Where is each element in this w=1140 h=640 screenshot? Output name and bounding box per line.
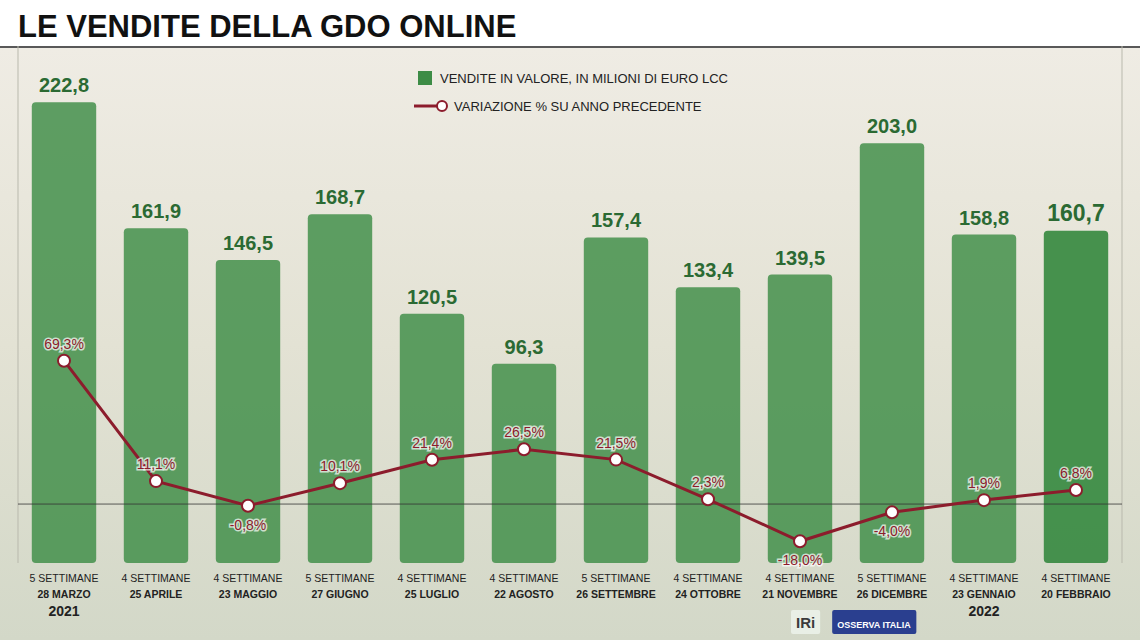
- legend-swatch: [418, 71, 432, 85]
- bar: [32, 102, 96, 563]
- period-label: 4 SETTIMANE: [766, 572, 835, 584]
- year-label: 2022: [968, 603, 999, 619]
- pct-label: -4,0%: [874, 523, 911, 539]
- period-label: 4 SETTIMANE: [950, 572, 1019, 584]
- bar: [1044, 231, 1108, 563]
- period-label: 4 SETTIMANE: [1042, 572, 1111, 584]
- x-tick-label: 27 GIUGNO: [311, 588, 368, 600]
- bar-label: 133,4: [683, 259, 734, 281]
- x-tick-label: 26 DICEMBRE: [857, 588, 928, 600]
- bar: [216, 260, 280, 563]
- bar-label: 222,8: [39, 74, 89, 96]
- pct-label: 2,3%: [692, 474, 724, 490]
- pct-label: 69,3%: [44, 336, 84, 352]
- period-label: 5 SETTIMANE: [858, 572, 927, 584]
- marker: [886, 506, 898, 518]
- marker: [518, 443, 530, 455]
- x-tick-label: 25 APRILE: [130, 588, 183, 600]
- period-label: 5 SETTIMANE: [582, 572, 651, 584]
- chart: LE VENDITE DELLA GDO ONLINE 222,8 161,9 146…: [0, 0, 1140, 640]
- bar: [676, 287, 740, 563]
- marker: [978, 494, 990, 506]
- bar: [124, 228, 188, 563]
- marker: [794, 535, 806, 547]
- plot-marks: [18, 102, 1122, 563]
- period-label: 4 SETTIMANE: [674, 572, 743, 584]
- marker: [150, 475, 162, 487]
- marker: [1070, 484, 1082, 496]
- year-label: 2021: [48, 603, 79, 619]
- marker: [702, 493, 714, 505]
- marker: [426, 454, 438, 466]
- y2-axis-line: [1122, 46, 1123, 563]
- bar: [768, 275, 832, 563]
- bar: [952, 235, 1016, 563]
- title: LE VENDITE DELLA GDO ONLINE: [18, 9, 516, 44]
- period-label: 4 SETTIMANE: [214, 572, 283, 584]
- period-label: 4 SETTIMANE: [122, 572, 191, 584]
- bar-label: 161,9: [131, 200, 181, 222]
- source-label: IRi: [796, 614, 815, 631]
- x-tick-label: 20 FEBBRAIO: [1041, 588, 1110, 600]
- legend-label: VENDITE IN VALORE, IN MILIONI DI EURO LC…: [440, 71, 728, 86]
- pct-label: 26,5%: [504, 424, 544, 440]
- source-box: [791, 610, 820, 634]
- pct-label: -0,8%: [230, 517, 267, 533]
- bar-label: 168,7: [315, 186, 365, 208]
- bar-label: 203,0: [867, 115, 917, 137]
- pct-label: 21,5%: [596, 435, 636, 451]
- marker: [334, 477, 346, 489]
- source-box: [832, 610, 916, 634]
- marker: [58, 355, 70, 367]
- x-tick-label: 23 MAGGIO: [219, 588, 277, 600]
- bar: [308, 214, 372, 563]
- bar: [400, 314, 464, 563]
- x-tick-label: 23 GENNAIO: [952, 588, 1016, 600]
- bar: [492, 364, 556, 563]
- period-label: 5 SETTIMANE: [306, 572, 375, 584]
- bar-label: 160,7: [1047, 200, 1105, 226]
- x-tick-label: 24 OTTOBRE: [675, 588, 741, 600]
- photo-bg: [0, 48, 1140, 640]
- marker: [610, 454, 622, 466]
- bar-label: 146,5: [223, 232, 273, 254]
- legend-swatch: [437, 101, 447, 111]
- change-line: [64, 361, 1076, 542]
- bar-label: 120,5: [407, 286, 457, 308]
- pct-label: 6,8%: [1060, 465, 1092, 481]
- page-bg: [0, 0, 1140, 640]
- pct-label: 1,9%: [968, 475, 1000, 491]
- bar: [584, 237, 648, 563]
- x-tick-label: 25 LUGLIO: [405, 588, 459, 600]
- period-label: 4 SETTIMANE: [490, 572, 559, 584]
- pct-label: 21,4%: [412, 435, 452, 451]
- pct-label: -18,0%: [778, 552, 822, 568]
- pct-label: 11,1%: [137, 456, 176, 472]
- bar-label: 157,4: [591, 209, 642, 231]
- source-label: OSSERVA ITALIA: [837, 620, 911, 630]
- pct-label: 10,1%: [320, 458, 360, 474]
- x-tick-label: 26 SETTEMBRE: [576, 588, 655, 600]
- period-label: 5 SETTIMANE: [30, 572, 99, 584]
- legend-label: VARIAZIONE % SU ANNO PRECEDENTE: [454, 99, 702, 114]
- x-tick-label: 22 AGOSTO: [494, 588, 554, 600]
- x-tick-label: 28 MARZO: [37, 588, 90, 600]
- y-axis-line: [18, 46, 19, 563]
- x-tick-label: 21 NOVEMBRE: [762, 588, 837, 600]
- bar-label: 139,5: [775, 247, 825, 269]
- bar-label: 96,3: [505, 336, 544, 358]
- period-label: 4 SETTIMANE: [398, 572, 467, 584]
- bar-label: 158,8: [959, 207, 1009, 229]
- bar: [860, 143, 924, 563]
- marker: [242, 500, 254, 512]
- title-rule: [0, 46, 1140, 48]
